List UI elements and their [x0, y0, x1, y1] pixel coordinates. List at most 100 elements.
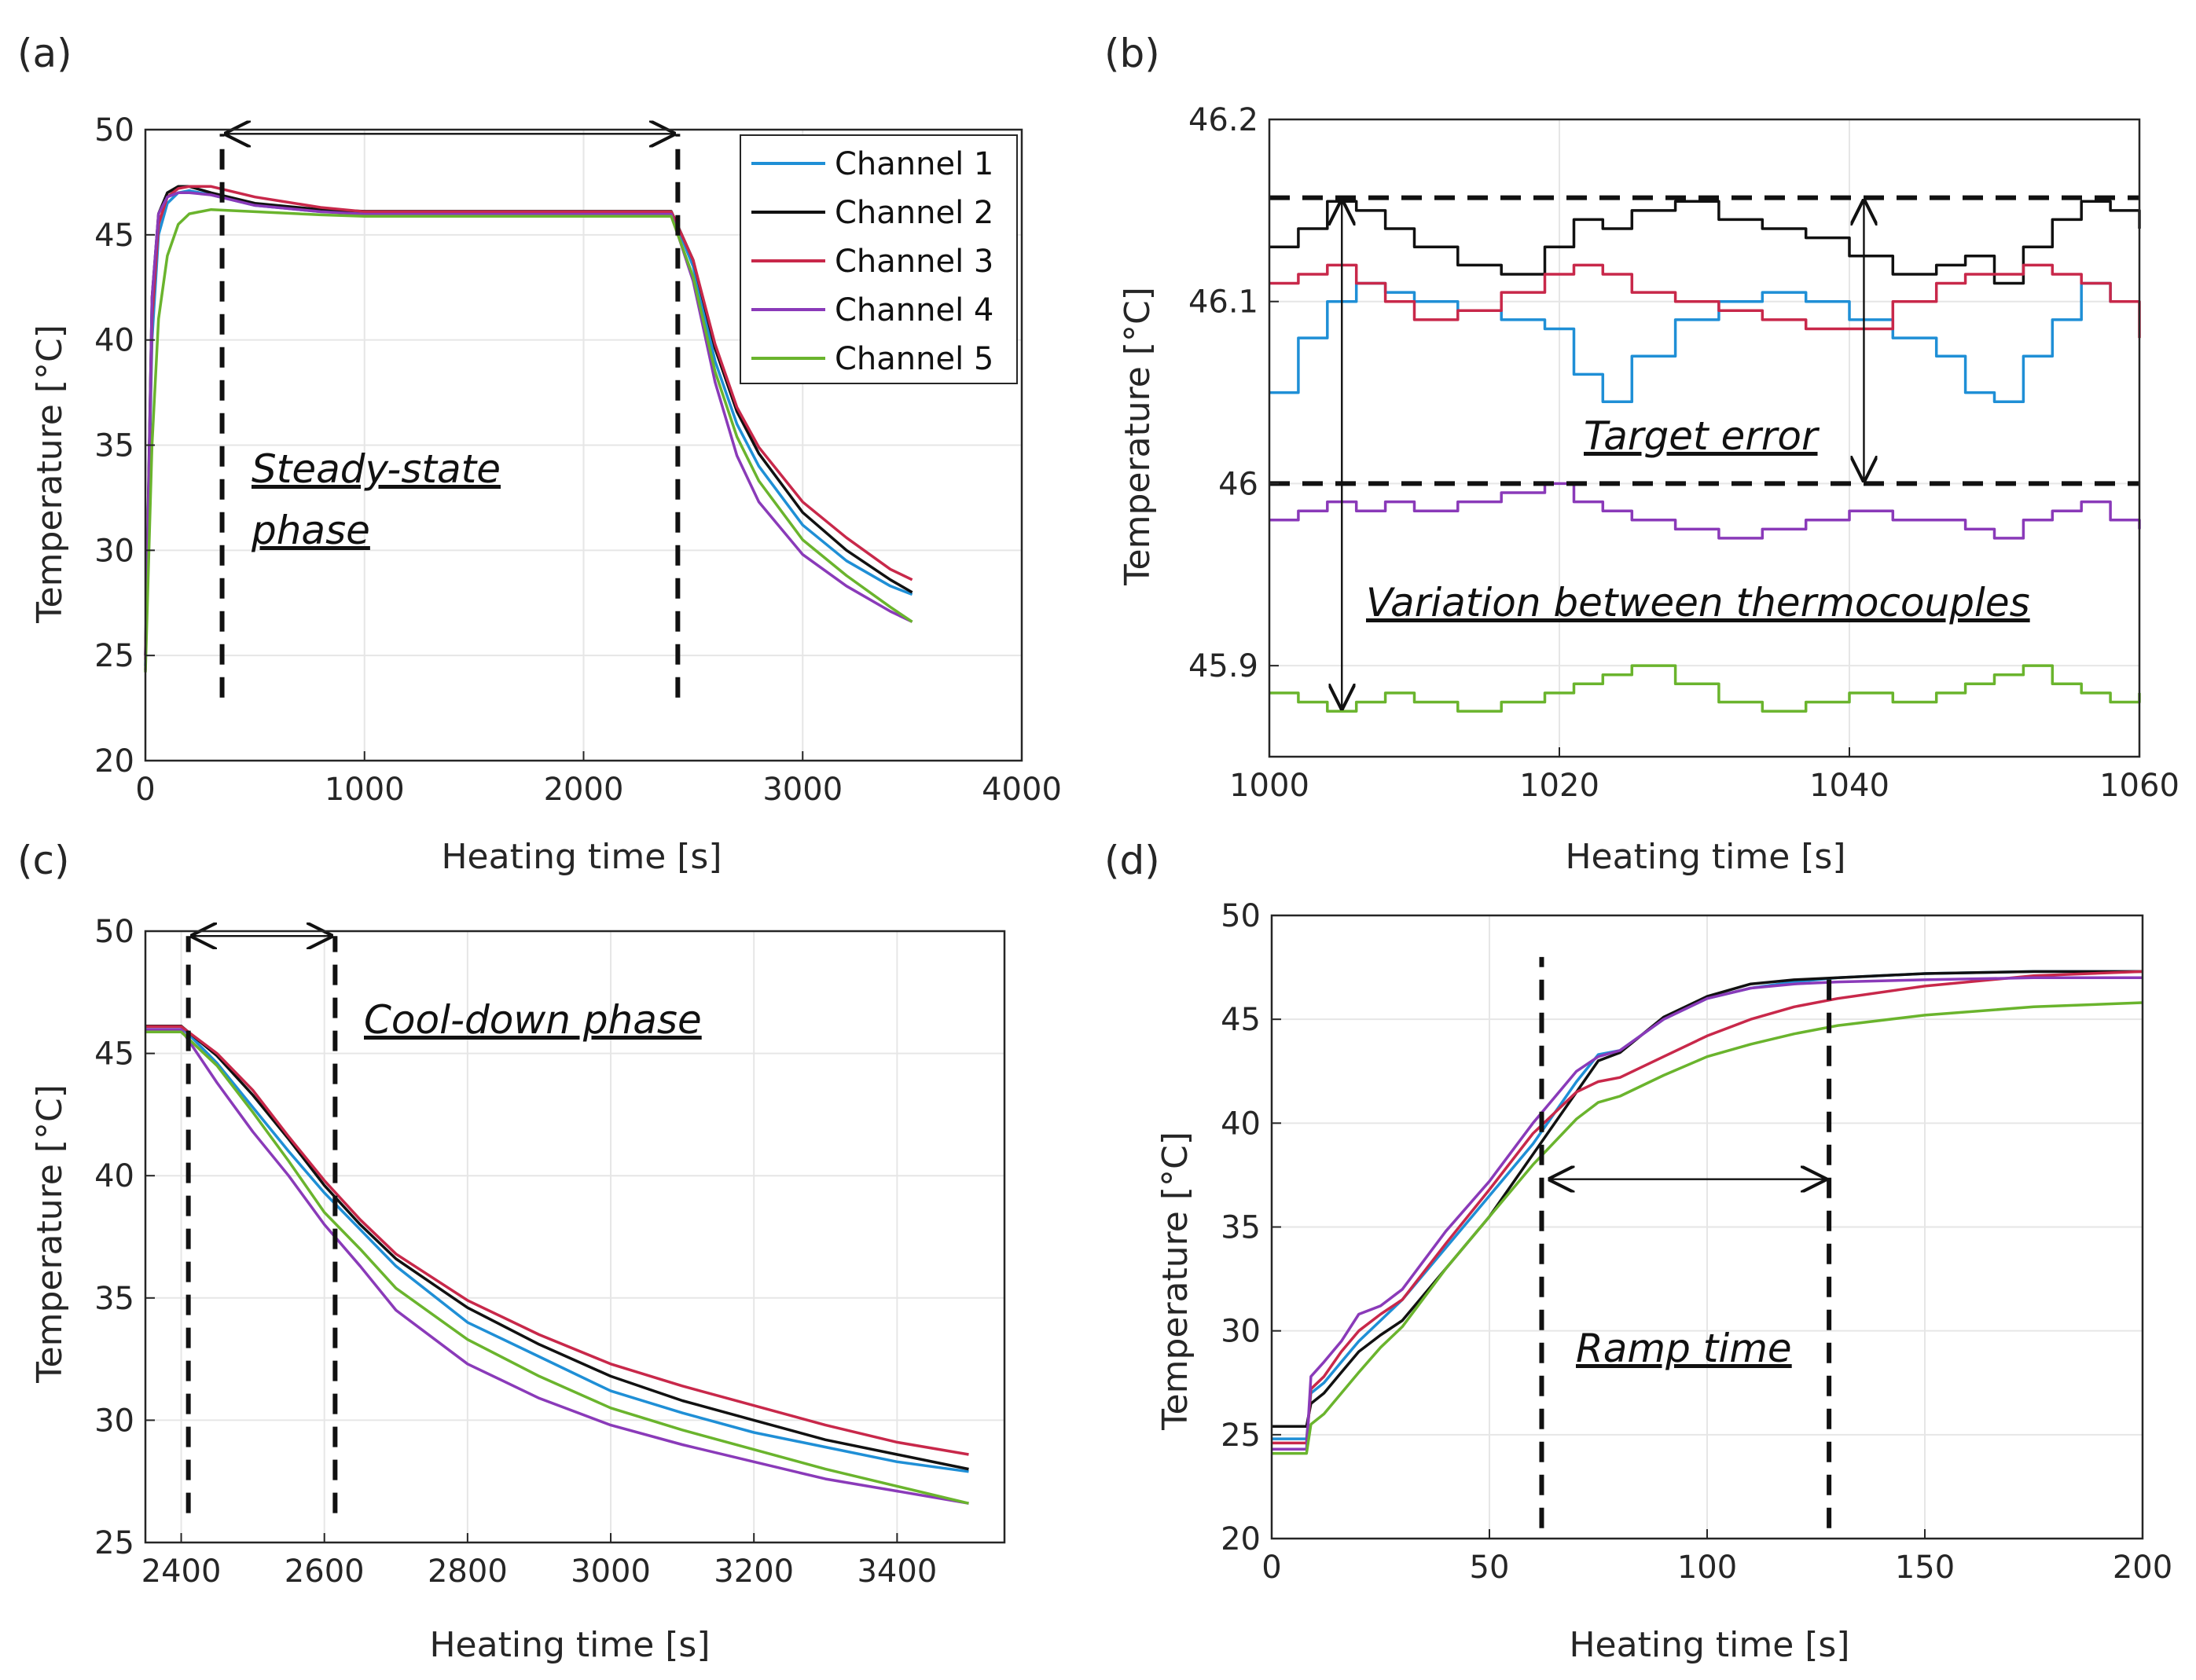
panel-c-series [145, 1024, 969, 1505]
y-tick-label: 40 [1221, 1106, 1261, 1142]
series-line-channel-4 [1269, 482, 2141, 540]
y-tick-label: 25 [1221, 1418, 1261, 1454]
series-line-channel-3 [1269, 263, 2141, 339]
panel-b-axes-frame [1268, 118, 2141, 758]
x-tick-label: 3200 [714, 1553, 794, 1590]
series-line-channel-2 [1269, 200, 2141, 285]
x-tick-label: 2800 [428, 1553, 508, 1590]
x-tick-label: 0 [1261, 1550, 1281, 1586]
panel-d-x-ticks: 0 50 100 150 200 [1261, 1529, 2172, 1586]
x-tick-label: 2600 [285, 1553, 365, 1590]
panel-b: (b) 1000 1020 1040 1060 45.9 46 46.1 46.2 Heat… [1104, 31, 2179, 877]
y-tick-label: 30 [94, 533, 134, 569]
panel-b-y-axis-label: Temperature [°C] [1118, 287, 1158, 586]
series-line-channel-5 [145, 1030, 969, 1505]
panel-b-x-ticks: 1000 1020 1040 1060 [1229, 747, 2179, 804]
panel-d-x-axis-label: Heating time [s] [1569, 1625, 1849, 1665]
panel-d-label: (d) [1104, 838, 1160, 883]
panel-a-x-ticks: 0 1000 2000 3000 4000 [135, 751, 1062, 808]
panel-d-series [1272, 970, 2143, 1455]
x-tick-label: 200 [2113, 1550, 2172, 1586]
panel-c-annotation-shapes [185, 936, 338, 1513]
panel-b-annotation-target-error: Target error [1584, 413, 1820, 459]
panel-a-label: (a) [17, 31, 72, 76]
series-line-channel-5 [1272, 1001, 2143, 1455]
series-line-channel-2 [1272, 970, 2143, 1429]
x-tick-label: 1060 [2099, 768, 2179, 804]
panel-a-y-axis-label: Temperature [°C] [30, 325, 70, 624]
panel-d-annotation-shapes [1539, 956, 1832, 1528]
y-tick-label: 50 [1221, 898, 1261, 934]
x-tick-label: 3000 [571, 1553, 651, 1590]
panel-c-x-axis-label: Heating time [s] [429, 1625, 710, 1665]
legend-label-3: Channel 3 [835, 244, 993, 280]
panel-d: (d) 0 50 100 150 200 20 25 30 35 40 45 50 Heating … [1104, 838, 2172, 1665]
panel-a-series [144, 185, 913, 673]
y-tick-label: 25 [94, 638, 134, 674]
y-tick-label: 45 [1221, 1002, 1261, 1038]
panel-d-annotation-ramp-time: Ramp time [1576, 1326, 1792, 1371]
y-tick-label: 46 [1218, 466, 1258, 502]
legend-label-4: Channel 4 [835, 292, 993, 328]
panel-c: (c) 2400 2600 2800 3000 3200 3400 25 30 35 40 45 5… [17, 838, 1006, 1665]
y-tick-label: 20 [1221, 1521, 1261, 1557]
y-tick-label: 20 [94, 743, 134, 779]
y-tick-label: 40 [94, 1158, 134, 1194]
y-tick-label: 30 [94, 1403, 134, 1439]
legend-label-2: Channel 2 [835, 195, 993, 231]
legend-label-1: Channel 1 [835, 146, 993, 182]
x-tick-label: 1000 [1229, 768, 1309, 804]
series-line-channel-3 [145, 1025, 969, 1456]
panel-a-legend: Channel 1 Channel 2 Channel 3 Channel 4 Chan… [740, 134, 1018, 384]
y-tick-label: 46.1 [1188, 284, 1258, 321]
x-tick-label: 4000 [982, 772, 1062, 808]
panel-a-y-ticks: 20 25 30 35 40 45 50 [94, 112, 155, 779]
series-line-channel-3 [1272, 970, 2143, 1445]
legend-label-5: Channel 5 [835, 341, 993, 377]
x-tick-label: 1000 [325, 772, 405, 808]
y-tick-label: 35 [94, 428, 134, 464]
panel-b-x-axis-label: Heating time [s] [1565, 837, 1845, 877]
x-tick-label: 1040 [1809, 768, 1889, 804]
x-tick-label: 2000 [544, 772, 624, 808]
x-tick-label: 150 [1895, 1550, 1955, 1586]
y-tick-label: 45.9 [1188, 648, 1258, 684]
x-tick-label: 50 [1470, 1550, 1510, 1586]
y-tick-label: 25 [94, 1525, 134, 1561]
y-tick-label: 45 [94, 218, 134, 254]
panel-a-annotation-phase: phase [251, 508, 370, 553]
panel-b-y-ticks: 45.9 46 46.1 46.2 [1188, 102, 1279, 684]
y-tick-label: 50 [94, 914, 134, 950]
panel-c-y-axis-label: Temperature [°C] [30, 1084, 70, 1384]
panel-a-annotation-shapes [219, 134, 681, 698]
y-tick-label: 45 [94, 1036, 134, 1073]
panel-a-annotation-steady-state: Steady-state [252, 446, 501, 492]
x-tick-label: 1020 [1519, 768, 1599, 804]
panel-b-annotation-variation: Variation between thermocouples [1366, 580, 2030, 625]
panel-b-series [1269, 200, 2141, 713]
panel-c-label: (c) [17, 838, 70, 883]
series-line-channel-5 [144, 207, 913, 673]
series-line-channel-5 [1269, 664, 2141, 713]
panel-d-y-ticks: 20 25 30 35 40 45 50 [1221, 898, 1281, 1557]
panel-c-x-ticks: 2400 2600 2800 3000 3200 3400 [141, 1533, 937, 1590]
x-tick-label: 100 [1677, 1550, 1737, 1586]
series-line-channel-1 [145, 1025, 969, 1473]
series-line-channel-2 [145, 1024, 969, 1471]
series-line-channel-4 [145, 1028, 969, 1505]
panel-c-y-ticks: 25 30 35 40 45 50 [94, 914, 155, 1561]
y-tick-label: 50 [94, 112, 134, 149]
panel-b-label: (b) [1104, 31, 1160, 76]
series-line-channel-4 [144, 191, 913, 670]
panel-a-x-axis-label: Heating time [s] [441, 837, 722, 877]
panel-c-annotation-cool-down: Cool-down phase [364, 997, 702, 1043]
y-tick-label: 40 [94, 323, 134, 359]
x-tick-label: 0 [135, 772, 155, 808]
x-tick-label: 3000 [762, 772, 843, 808]
panel-c-axes-frame [144, 930, 1006, 1544]
series-line-channel-1 [1269, 281, 2139, 403]
y-tick-label: 35 [1221, 1210, 1261, 1246]
y-tick-label: 35 [94, 1281, 134, 1317]
panel-a: (a) 0 1000 2000 3000 4000 20 25 30 35 40 45 50 Hea… [17, 31, 1062, 877]
series-line-channel-4 [1272, 976, 2143, 1451]
